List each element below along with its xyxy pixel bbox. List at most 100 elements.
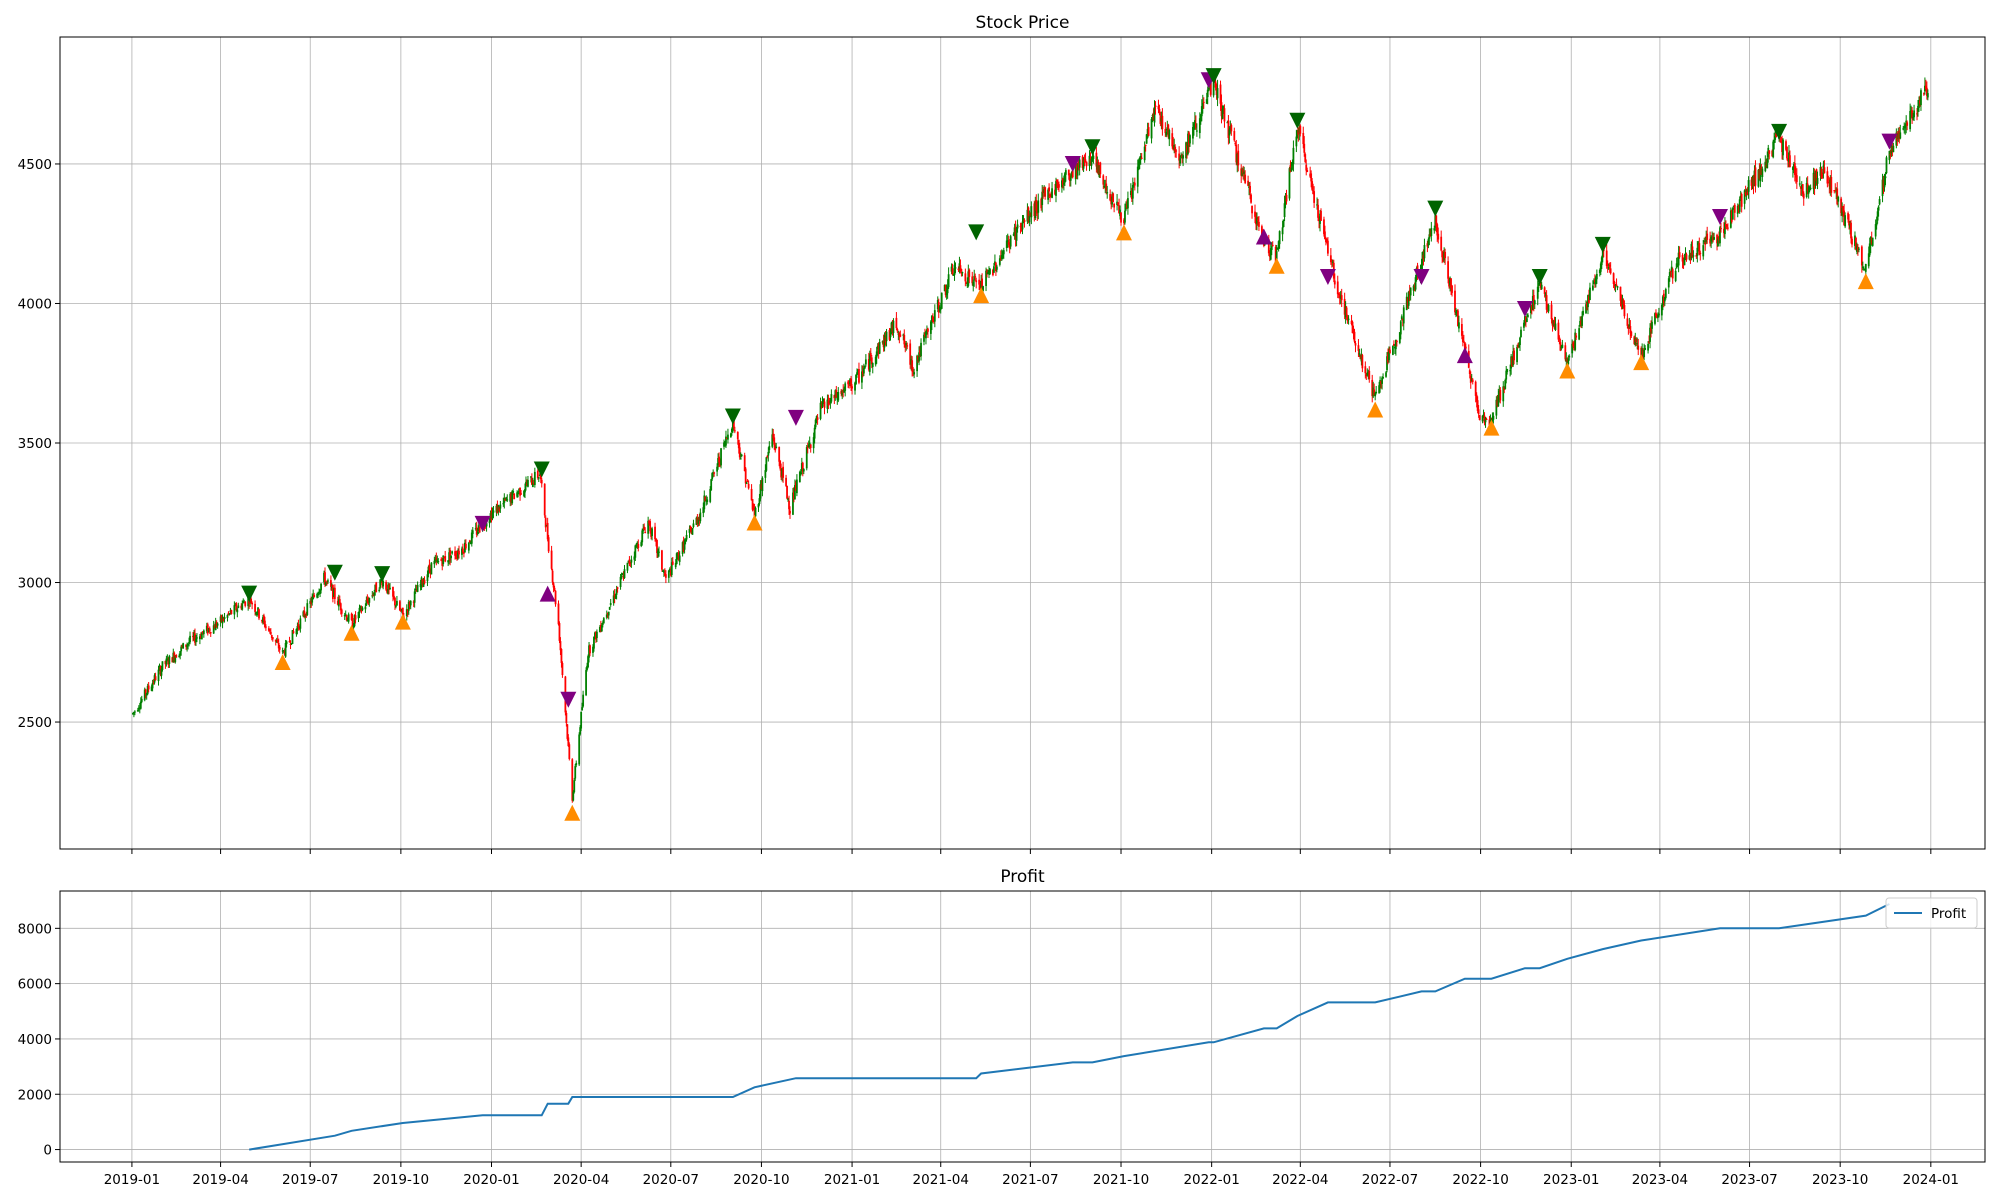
candle-body [229, 610, 232, 613]
candle-body [1826, 171, 1829, 184]
candle-body [1127, 198, 1129, 209]
candle-body [291, 630, 294, 644]
candle-body [517, 492, 519, 495]
candle-body [958, 263, 961, 269]
candle-body [333, 587, 336, 600]
candle-body [594, 632, 596, 637]
candle-body [492, 510, 495, 513]
candle-body [1543, 287, 1546, 294]
candle-body [396, 600, 398, 606]
candle-body [1182, 155, 1184, 159]
candle-body [871, 363, 874, 367]
candle-body [247, 596, 250, 607]
candle-body [1150, 118, 1153, 139]
candle-body [1201, 102, 1204, 110]
profit-x-axis: 2019-01 2019-04 2019-07 2019-10 2020-01 2020-… [104, 1162, 1959, 1188]
candle-body [578, 734, 581, 765]
candle-body [1295, 136, 1298, 147]
x-tick-label: 2021-01 [824, 1172, 880, 1188]
candle-body [1061, 180, 1063, 188]
candle-body [1567, 358, 1570, 365]
candle-body [1739, 195, 1742, 199]
candle-body [172, 652, 175, 663]
candle-body [1540, 284, 1543, 290]
candle-body [1268, 253, 1271, 257]
candle-body [405, 609, 408, 617]
candle-body [1532, 294, 1535, 305]
candle-body [193, 633, 195, 637]
candle-body [1021, 221, 1024, 230]
candle-body [1222, 108, 1225, 111]
candle-body [1612, 273, 1615, 285]
candle-body [1619, 286, 1622, 301]
candle-body [937, 302, 940, 313]
candle-body [546, 522, 549, 540]
candle-body [1070, 172, 1073, 177]
candle-body [1614, 284, 1617, 287]
candle-body [1351, 321, 1354, 334]
candle-body [1484, 418, 1487, 423]
candle-body [573, 780, 576, 793]
candle-body [566, 724, 569, 739]
candle-body [228, 613, 231, 615]
candle-body [885, 331, 888, 342]
candle-body [382, 580, 385, 587]
candle-body [198, 636, 201, 640]
candle-body [1789, 155, 1791, 168]
candle-body [1110, 197, 1113, 205]
candle-body [413, 591, 416, 603]
candle-body [1047, 189, 1050, 200]
candle-body [1904, 125, 1907, 129]
candle-body [441, 561, 444, 566]
trade-marker-buy [343, 624, 360, 641]
candle-body [1545, 295, 1548, 310]
candle-body [1503, 387, 1506, 391]
candle-body [1651, 321, 1653, 329]
candle-body [489, 513, 492, 519]
trade-marker-sell [1084, 139, 1101, 156]
candle-body [180, 646, 183, 652]
candle-body [1730, 209, 1733, 222]
candle-body [1434, 215, 1437, 228]
candle-body [1738, 199, 1741, 212]
y-tick-label: 4000 [18, 1032, 52, 1048]
candle-body [795, 482, 797, 491]
candle-body [773, 437, 776, 445]
candle-body [1860, 246, 1863, 266]
candle-body [1546, 307, 1549, 309]
candle-body [1598, 269, 1601, 274]
candle-body [1178, 153, 1181, 161]
candle-body [1468, 370, 1471, 375]
candle-body [589, 645, 591, 654]
candle-body [1426, 243, 1429, 247]
candle-body [1884, 176, 1887, 179]
candle-body [1768, 150, 1771, 154]
candle-body [1926, 93, 1929, 98]
candle-body [717, 458, 719, 466]
candle-body [1386, 356, 1388, 371]
candle-body [139, 701, 142, 709]
candle-body [1180, 154, 1183, 158]
candle-body [1881, 179, 1884, 197]
candle-body [1393, 346, 1396, 349]
candle-body [643, 526, 646, 530]
candle-body [571, 759, 574, 801]
candle-body [1736, 205, 1739, 214]
candle-body [336, 600, 339, 605]
candle-body [469, 542, 472, 545]
candle-body [1801, 184, 1804, 195]
candle-body [675, 553, 678, 564]
candle-body [1816, 177, 1819, 184]
candle-body [1637, 345, 1640, 350]
candle-body [1430, 227, 1433, 236]
candle-body [1557, 322, 1560, 340]
candle-body [678, 555, 681, 562]
candle-body [1233, 131, 1236, 141]
candle-body [844, 383, 847, 391]
candle-body [1216, 88, 1219, 99]
candle-body [497, 505, 500, 512]
candle-body [1244, 174, 1247, 183]
candle-body [1068, 175, 1071, 181]
candle-body [151, 682, 154, 689]
candle-body [1747, 180, 1750, 192]
